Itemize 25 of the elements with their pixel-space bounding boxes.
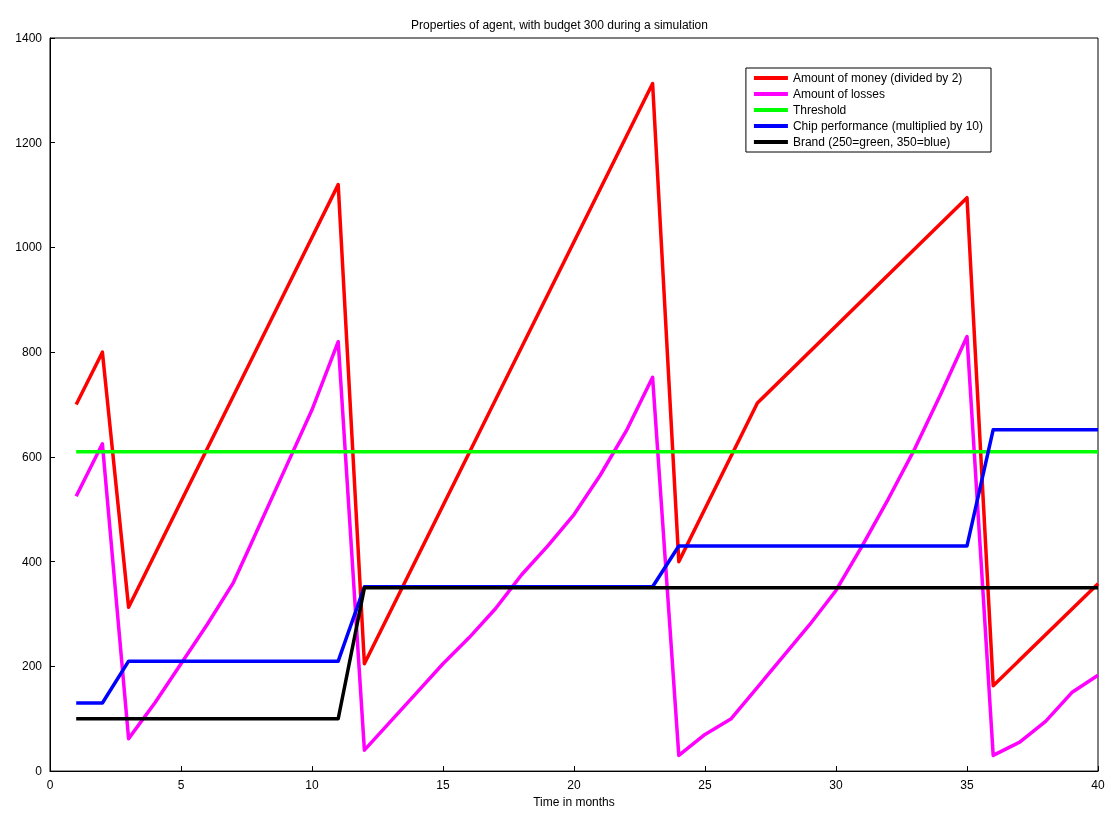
x-tick-label: 35 [960,778,974,793]
x-tick-label: 10 [305,778,319,793]
legend-label: Amount of money (divided by 2) [792,71,963,85]
x-tick-label: 40 [1091,778,1105,793]
y-tick-label: 400 [21,554,43,569]
legend-label: Brand (250=green, 350=blue) [792,135,951,149]
y-tick-label: 1400 [15,31,43,45]
x-tick-label: 15 [436,778,450,793]
y-tick-label: 800 [21,345,43,360]
x-tick-label: 20 [567,778,581,793]
y-tick-label: 1200 [15,135,43,150]
y-tick-label: 200 [21,659,43,674]
legend-label: Chip performance (multiplied by 10) [792,119,984,133]
y-tick-label: 0 [35,764,43,779]
x-axis-title: Time in months [533,795,615,809]
x-tick-label: 5 [177,778,185,793]
x-tick-label: 30 [829,778,843,793]
y-tick-label: 600 [21,449,43,464]
x-tick-label: 25 [698,778,712,793]
chart-title: Properties of agent, with budget 300 during a simulation [411,18,708,32]
y-tick-label: 1000 [15,240,43,255]
legend-label: Threshold [792,103,847,117]
legend-label: Amount of losses [792,87,885,101]
line-series [74,334,1100,758]
x-tick-label: 0 [46,778,54,793]
